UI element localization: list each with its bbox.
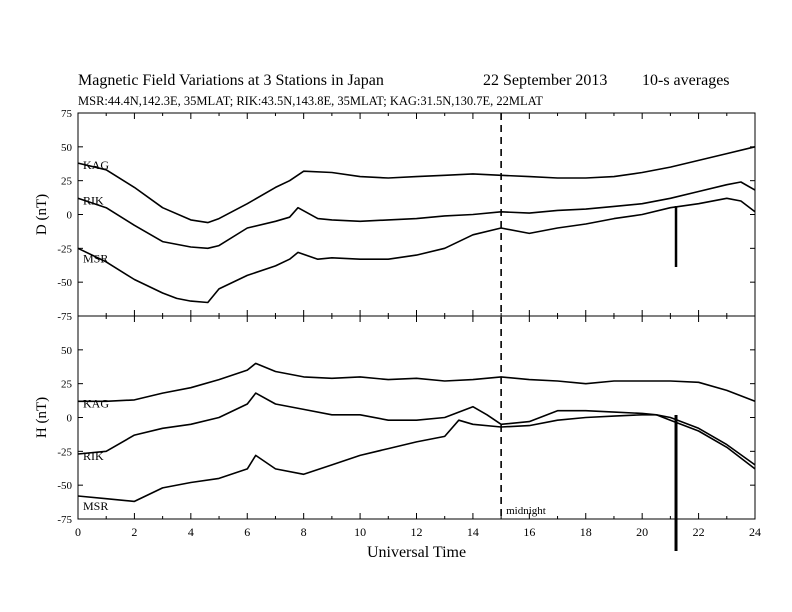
y-tick-label: -75 xyxy=(57,311,72,323)
y-tick-label: -50 xyxy=(57,480,72,492)
y-tick-label: 50 xyxy=(61,345,73,357)
x-tick-label: 12 xyxy=(411,525,423,539)
x-tick-label: 16 xyxy=(523,525,535,539)
panel-frame-1 xyxy=(77,315,756,520)
y-tick-label: -75 xyxy=(57,514,72,526)
series-label-kag: KAG xyxy=(83,396,109,410)
series-line-msr xyxy=(77,413,756,503)
series-label-msr: MSR xyxy=(83,499,108,513)
x-tick-label: 22 xyxy=(693,525,705,539)
series-label-rik: RIK xyxy=(83,193,104,207)
y-tick-label: 75 xyxy=(61,108,73,120)
series-line-kag xyxy=(78,362,756,403)
x-tick-label: 18 xyxy=(580,525,592,539)
y-tick-label: 25 xyxy=(61,379,73,391)
x-tick-label: 14 xyxy=(467,525,479,539)
x-tick-label: 6 xyxy=(244,525,250,539)
y-axis-label: D (nT) xyxy=(34,194,50,235)
series-line-rik xyxy=(77,181,756,250)
series-label-rik: RIK xyxy=(83,449,104,463)
y-tick-label: 50 xyxy=(61,142,73,154)
y-axis-label: H (nT) xyxy=(34,397,50,438)
chart-title: Magnetic Field Variations at 3 Stations … xyxy=(78,72,384,89)
x-tick-label: 2 xyxy=(131,525,137,539)
y-tick-label: -50 xyxy=(57,277,72,289)
series-line-kag xyxy=(77,146,756,224)
x-tick-label: 4 xyxy=(188,525,194,539)
chart-date: 22 September 2013 xyxy=(483,72,608,89)
x-tick-label: 8 xyxy=(301,525,307,539)
series-label-msr: MSR xyxy=(83,251,108,265)
x-tick-label: 24 xyxy=(749,525,761,539)
series-line-rik xyxy=(77,392,756,470)
y-tick-label: -25 xyxy=(57,243,72,255)
x-axis-label: Universal Time xyxy=(367,544,466,561)
x-tick-label: 20 xyxy=(636,525,648,539)
averaging-label: 10-s averages xyxy=(642,72,730,89)
x-tick-label: 0 xyxy=(75,525,81,539)
x-tick-label: 10 xyxy=(354,525,366,539)
series-label-kag: KAG xyxy=(83,158,109,172)
y-tick-label: 0 xyxy=(67,210,73,222)
y-tick-label: 0 xyxy=(67,413,73,425)
y-tick-label: 25 xyxy=(61,176,73,188)
stations-subtitle: MSR:44.4N,142.3E, 35MLAT; RIK:43.5N,143.… xyxy=(78,94,543,108)
series-line-msr xyxy=(77,197,756,304)
midnight-label: midnight xyxy=(506,505,546,517)
y-tick-label: -25 xyxy=(57,446,72,458)
